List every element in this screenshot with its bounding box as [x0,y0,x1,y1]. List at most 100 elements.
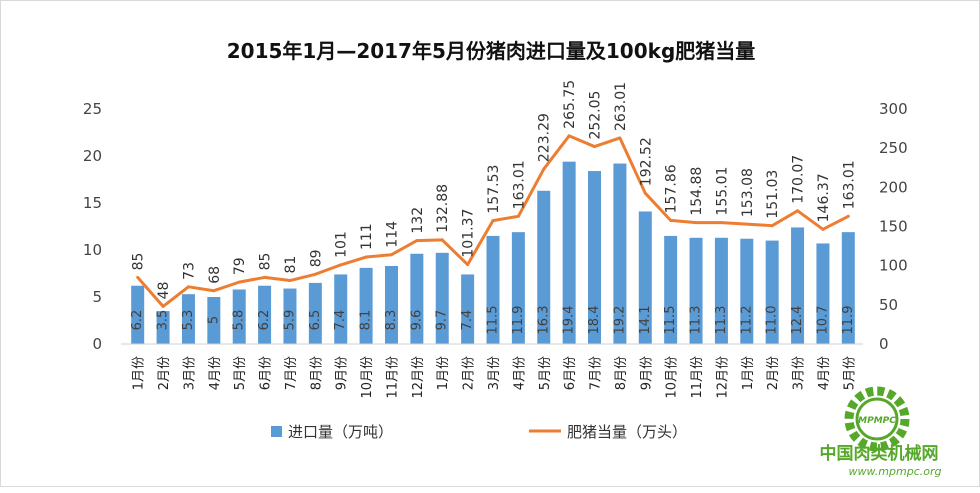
category-label: 1月份 [741,356,756,390]
bar [384,265,398,344]
bar-data-label: 12.4 [790,306,805,335]
line-point [770,224,774,228]
bar-data-label: 11.2 [739,306,754,335]
line-data-label: 151.03 [765,170,781,219]
line-data-label: 252.05 [588,91,604,140]
line-point [796,209,800,213]
bar-data-label: 11.5 [486,306,501,335]
bar [689,237,703,344]
category-label: 6月份 [259,356,274,390]
bar [410,253,424,344]
line-data-label: 101.37 [461,209,477,258]
bar [714,237,728,344]
line-point [593,145,597,149]
bar [537,190,551,344]
bar [791,227,805,344]
bar-data-label: 11.0 [765,306,780,335]
left-axis-tick-label: 0 [92,335,102,353]
line-data-label: 114 [384,221,400,248]
line-point [669,218,673,222]
line-data-label: 157.53 [486,165,502,214]
bar [359,267,373,344]
bar [131,285,145,344]
bar [588,171,602,344]
line-point [643,191,647,195]
bar-data-label: 5.9 [282,310,297,331]
line-point [263,275,267,279]
bar-data-label: 11.3 [714,306,729,335]
category-label: 10月份 [665,356,680,399]
right-axis-tick-label: 250 [879,139,908,157]
bar-data-label: 11.9 [841,306,856,335]
bar-data-label: 8.1 [359,310,374,331]
legend-label-line: 肥猪当量（万头） [567,423,687,441]
category-label: 1月份 [436,356,451,390]
bar-series [131,161,855,344]
legend-swatch-bar [271,426,282,437]
bar-data-label: 11.9 [511,306,526,335]
category-label: 9月份 [335,356,350,390]
category-label: 7月份 [589,356,604,390]
watermark-site-name: 中国肉类机械网 [820,443,939,464]
line-point [745,222,749,226]
line-data-label: 48 [156,282,172,300]
line-data-label: 85 [258,253,274,271]
bar [156,311,170,344]
bar-data-label: 11.5 [663,306,678,335]
right-axis: 0 50 100 150 200 250 300 [879,100,908,353]
line-data-label: 265.75 [562,80,578,129]
category-label: 12月份 [411,356,426,399]
line-data-label: 163.01 [841,160,857,209]
bar [511,232,525,344]
category-label: 3月份 [792,356,807,390]
category-label: 10月份 [360,356,375,399]
category-label: 1月份 [132,356,147,390]
bar-data-label: 6.2 [257,310,272,331]
category-label: 7月份 [284,356,299,390]
line-point [288,279,292,283]
bar-data-label: 7.4 [333,310,348,331]
left-axis-tick-label: 10 [83,241,102,259]
line-point [440,238,444,242]
line-data-label: 132.88 [435,184,451,233]
watermark-url: www.mpmpc.org [849,465,942,478]
line-data-label: 68 [207,266,223,284]
line-point [694,221,698,225]
line-point [415,239,419,243]
bar-data-label: 5 [206,316,221,324]
right-axis-tick-label: 0 [879,335,889,353]
line-point [212,289,216,293]
line-data-label: 89 [308,249,324,267]
category-label: 2月份 [157,356,172,390]
bar [181,294,195,344]
line-point [161,304,165,308]
bar-data-label: 8.3 [384,310,399,331]
bar-data-label: 6.5 [308,310,323,331]
bar-data-label: 6.2 [130,310,145,331]
bar [334,274,348,344]
line-data-label: 155.01 [714,167,730,216]
line-data-label: 79 [232,257,248,275]
bar [562,161,576,344]
bar [613,163,627,344]
line-data-label: 146.37 [816,173,832,222]
line-point [237,280,241,284]
bar [664,235,678,344]
bar [765,240,779,344]
bar-data-label: 3.5 [156,310,171,331]
line-data-label: 154.88 [689,167,705,216]
watermark-logo-text: MPMPC [858,416,896,426]
left-axis-tick-label: 25 [83,100,102,118]
line-point [542,167,546,171]
category-label: 5月份 [538,356,553,390]
right-axis-tick-label: 300 [879,100,908,118]
line-data-label: 111 [359,223,375,250]
right-axis-tick-label: 100 [879,257,908,275]
bar [638,211,652,344]
line-point [136,275,140,279]
line-point [491,219,495,223]
bar-data-label: 7.4 [460,310,475,331]
legend: 进口量（万吨） 肥猪当量（万头） [271,423,687,441]
